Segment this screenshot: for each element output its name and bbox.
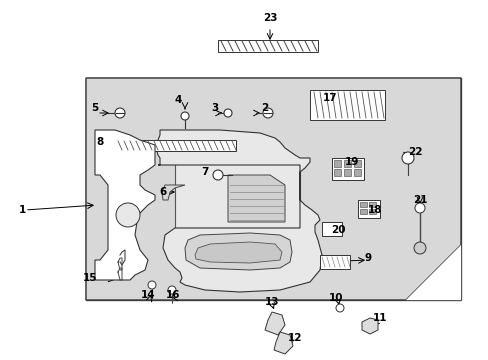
Bar xyxy=(353,169,360,176)
Circle shape xyxy=(401,152,413,164)
Circle shape xyxy=(181,112,189,120)
Polygon shape xyxy=(86,78,460,300)
Polygon shape xyxy=(184,233,291,270)
Text: 5: 5 xyxy=(91,103,99,113)
Circle shape xyxy=(213,170,223,180)
Bar xyxy=(368,202,375,207)
Polygon shape xyxy=(95,130,155,280)
Text: 6: 6 xyxy=(159,187,166,197)
Bar xyxy=(359,209,366,214)
Bar xyxy=(321,222,341,236)
Circle shape xyxy=(148,281,156,289)
Text: 17: 17 xyxy=(322,93,337,103)
Text: 14: 14 xyxy=(141,290,155,300)
Circle shape xyxy=(413,242,425,254)
Text: 9: 9 xyxy=(364,253,371,263)
Bar xyxy=(343,160,350,167)
Circle shape xyxy=(224,109,231,117)
Text: 16: 16 xyxy=(165,290,180,300)
Text: 23: 23 xyxy=(262,13,277,23)
Bar xyxy=(343,169,350,176)
Circle shape xyxy=(116,203,140,227)
Text: 11: 11 xyxy=(372,313,386,323)
Bar xyxy=(357,200,379,218)
Bar xyxy=(333,169,340,176)
Polygon shape xyxy=(227,175,285,222)
Text: 1: 1 xyxy=(19,205,25,215)
Text: 7: 7 xyxy=(201,167,208,177)
Bar xyxy=(368,209,375,214)
Text: 3: 3 xyxy=(211,103,218,113)
Polygon shape xyxy=(264,312,285,335)
Bar xyxy=(309,90,384,120)
Polygon shape xyxy=(405,245,460,300)
Bar xyxy=(319,255,349,269)
Polygon shape xyxy=(273,332,292,354)
Bar xyxy=(331,158,363,180)
Text: 19: 19 xyxy=(344,157,359,167)
Bar xyxy=(353,160,360,167)
Polygon shape xyxy=(361,318,377,334)
Text: 22: 22 xyxy=(407,147,421,157)
Bar xyxy=(86,78,460,300)
Text: 21: 21 xyxy=(412,195,427,205)
Text: 18: 18 xyxy=(367,205,382,215)
Circle shape xyxy=(263,108,272,118)
Circle shape xyxy=(414,203,424,213)
Bar xyxy=(218,40,317,52)
Circle shape xyxy=(115,108,125,118)
Circle shape xyxy=(168,286,176,294)
Text: 8: 8 xyxy=(96,137,103,147)
Bar xyxy=(175,163,299,228)
Text: 20: 20 xyxy=(330,225,345,235)
Bar xyxy=(116,140,236,151)
Circle shape xyxy=(335,304,343,312)
Text: 2: 2 xyxy=(261,103,268,113)
Text: 15: 15 xyxy=(82,273,97,283)
Text: 10: 10 xyxy=(328,293,343,303)
Text: 12: 12 xyxy=(287,333,302,343)
Polygon shape xyxy=(195,242,282,263)
Text: 13: 13 xyxy=(264,297,279,307)
Polygon shape xyxy=(156,130,321,292)
Polygon shape xyxy=(162,185,184,200)
Text: 4: 4 xyxy=(174,95,182,105)
Bar xyxy=(333,160,340,167)
Bar xyxy=(359,202,366,207)
